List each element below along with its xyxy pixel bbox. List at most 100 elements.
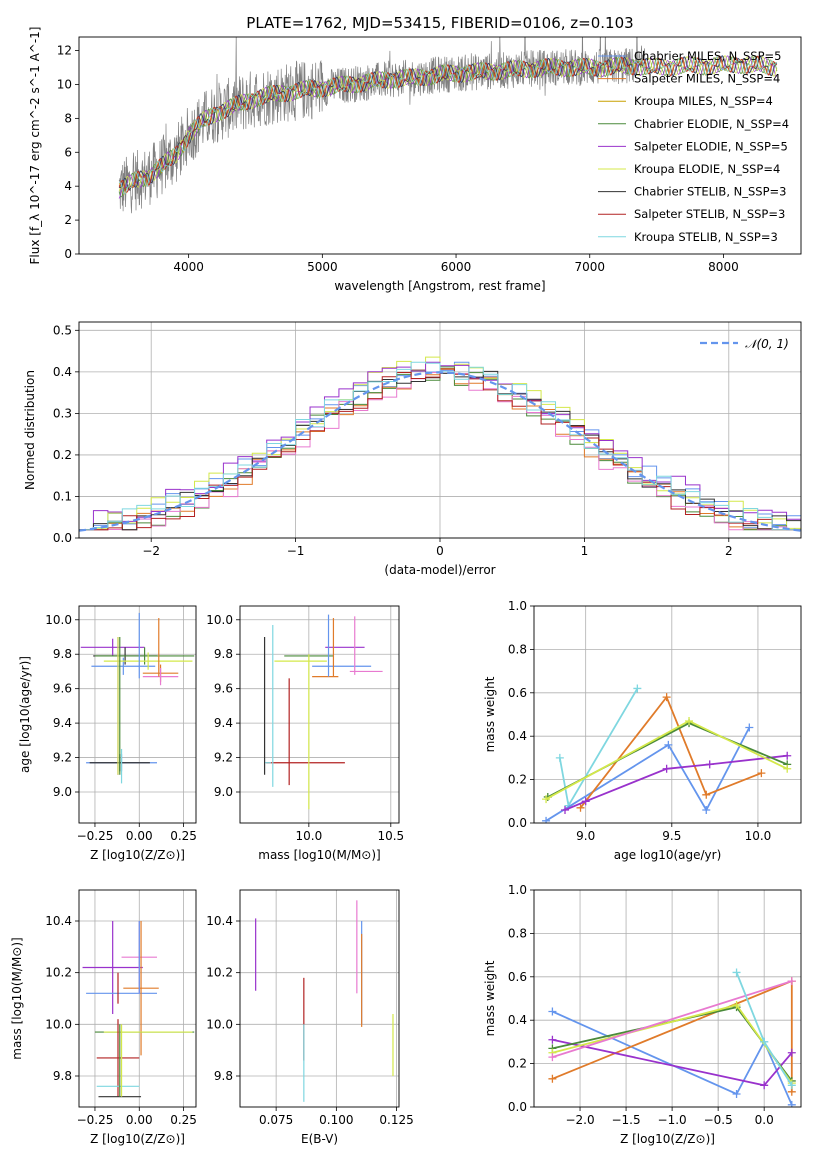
y-tick-label: 1.0 — [508, 883, 527, 897]
y-tick-label: 0.2 — [508, 773, 527, 787]
weight-marker — [685, 717, 694, 726]
y-tick-label: 10.0 — [206, 1017, 233, 1031]
x-tick-label: 5000 — [307, 260, 338, 274]
legend-entry: 𝒩(0, 1) — [745, 337, 789, 351]
x-axis-label: E(B-V) — [301, 1132, 338, 1146]
legend-entry: Kroupa MILES, N_SSP=4 — [634, 94, 773, 108]
histogram-9 — [79, 361, 801, 531]
y-tick-label: 9.6 — [214, 682, 233, 696]
weight-marker — [633, 684, 642, 693]
weight-marker — [542, 795, 551, 804]
weight-marker — [705, 760, 714, 769]
y-tick-label: 0.3 — [53, 406, 72, 420]
y-tick-label: 9.0 — [214, 785, 233, 799]
panel-6: −0.25 0.00 0.25 9.8 10.0 10.2 10.4 Z [log10(Z/Z… — [10, 889, 197, 1146]
panel-1: 4000 5000 6000 7000 8000 0 2 4 6 8 10 12 wavelength … — [28, 27, 802, 293]
axes-frame — [78, 889, 197, 1108]
y-tick-label: 0.4 — [508, 1013, 527, 1027]
weight-line-3 — [579, 695, 762, 809]
x-tick-label: 0.0 — [755, 1113, 774, 1127]
y-tick-label: 9.4 — [214, 716, 233, 730]
x-tick-label: 2 — [725, 544, 733, 558]
weight-marker — [664, 740, 673, 749]
y-tick-label: 0.5 — [53, 323, 72, 337]
axes-frame — [78, 605, 197, 824]
panel-7: 0.075 0.100 0.125 9.8 10.0 10.2 10.4 E(B-V) — [206, 889, 414, 1146]
y-tick-label: 9.8 — [53, 647, 72, 661]
gaussian-curve — [79, 371, 801, 532]
weight-marker — [702, 790, 711, 799]
x-tick-label: −0.25 — [77, 1113, 114, 1127]
weight-line-6 — [552, 980, 793, 1058]
x-tick-label: 10.0 — [745, 829, 772, 843]
y-tick-label: 9.4 — [53, 716, 72, 730]
y-tick-label: 10 — [57, 77, 72, 91]
y-axis-label: age [log10(age/yr)] — [18, 656, 32, 773]
x-tick-label: 0.075 — [259, 1113, 293, 1127]
y-axis-label: mass weight — [483, 960, 497, 1036]
weight-marker — [787, 1081, 796, 1090]
figure-title: PLATE=1762, MJD=53415, FIBERID=0106, z=0… — [246, 14, 633, 32]
x-tick-label: 8000 — [708, 260, 739, 274]
x-tick-label: 0.25 — [170, 1113, 197, 1127]
y-tick-label: 10.0 — [45, 1017, 72, 1031]
y-tick-label: 8 — [64, 111, 72, 125]
x-tick-label: 6000 — [441, 260, 472, 274]
model-spectrum-9 — [118, 55, 778, 195]
x-axis-label: Z [log10(Z/Z⊙)] — [90, 1132, 185, 1146]
axes-frame — [239, 889, 400, 1108]
y-axis-label: mass weight — [483, 676, 497, 752]
weight-marker — [760, 1037, 769, 1046]
y-tick-label: 0.4 — [508, 729, 527, 743]
weight-marker — [548, 1035, 557, 1044]
y-tick-label: 0.8 — [508, 642, 527, 656]
axes-frame — [533, 889, 802, 1108]
y-tick-label: 6 — [64, 145, 72, 159]
weight-marker — [732, 968, 741, 977]
plot-area — [263, 614, 383, 810]
axes-frame — [533, 605, 802, 824]
x-tick-label: 1 — [581, 544, 589, 558]
y-tick-label: 9.2 — [214, 751, 233, 765]
y-tick-label: 0.6 — [508, 686, 527, 700]
y-tick-label: 2 — [64, 213, 72, 227]
model-spectrum-8 — [118, 55, 777, 193]
y-tick-label: 12 — [57, 44, 72, 58]
weight-line-4 — [564, 754, 788, 811]
x-tick-label: −2.0 — [565, 1113, 594, 1127]
x-tick-label: 0.25 — [170, 829, 197, 843]
weight-marker — [757, 769, 766, 778]
y-tick-label: 1.0 — [508, 599, 527, 613]
weight-marker — [555, 753, 564, 762]
x-axis-label: age log10(age/yr) — [614, 848, 722, 862]
legend-entry: Salpeter MILES, N_SSP=4 — [634, 72, 780, 86]
axes-frame — [78, 36, 802, 255]
y-tick-label: 0.6 — [508, 970, 527, 984]
legend-entry: Salpeter ELODIE, N_SSP=5 — [634, 139, 788, 153]
y-tick-label: 0 — [64, 247, 72, 261]
y-tick-label: 0.0 — [508, 1100, 527, 1114]
x-tick-label: 4000 — [173, 260, 204, 274]
y-tick-label: 9.2 — [53, 751, 72, 765]
x-tick-label: 0.125 — [379, 1113, 413, 1127]
panel-4: 10.0 10.5 9.0 9.2 9.4 9.6 9.8 10.0 mass [log10(M… — [206, 605, 404, 862]
weight-marker — [787, 1048, 796, 1057]
legend-entry: Kroupa ELODIE, N_SSP=4 — [634, 162, 780, 176]
y-axis-label: Flux [f_λ 10^-17 erg cm^-2 s^-1 A^-1] — [28, 27, 42, 265]
x-tick-label: −1 — [287, 544, 305, 558]
x-axis-label: Z [log10(Z/Z⊙)] — [90, 848, 185, 862]
plot-area — [79, 356, 801, 532]
weight-marker — [702, 805, 711, 814]
x-axis-label: Z [log10(Z/Z⊙)] — [620, 1132, 715, 1146]
weight-line-1 — [552, 1010, 793, 1106]
x-tick-label: −1.0 — [658, 1113, 687, 1127]
x-tick-label: 9.0 — [576, 829, 595, 843]
weight-marker — [760, 1081, 769, 1090]
weight-marker — [662, 693, 671, 702]
y-tick-label: 0.8 — [508, 926, 527, 940]
model-spectrum-5 — [118, 55, 777, 199]
axes-frame — [78, 321, 802, 539]
weight-marker — [548, 1007, 557, 1016]
weight-marker — [783, 764, 792, 773]
x-tick-label: 10.5 — [377, 829, 404, 843]
